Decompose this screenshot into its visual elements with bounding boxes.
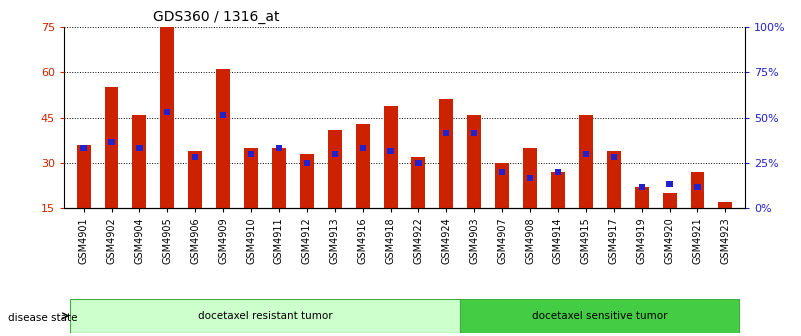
Bar [332,151,338,157]
Bar [638,184,645,190]
Bar [108,139,115,145]
Bar [412,157,425,254]
Bar [276,145,282,151]
Bar [80,145,87,151]
Bar [77,145,91,254]
Bar [555,169,562,175]
Bar [132,115,147,254]
Bar [443,130,449,136]
Bar [527,175,533,181]
Bar [328,130,342,254]
Bar [523,148,537,254]
Bar [440,99,453,254]
FancyBboxPatch shape [461,299,739,333]
Bar [415,160,421,166]
Text: docetaxel sensitive tumor: docetaxel sensitive tumor [532,311,667,321]
Text: disease state: disease state [8,312,78,323]
Bar [634,187,649,254]
Bar [220,112,226,118]
Bar [607,151,621,254]
Bar [216,69,230,254]
Bar [164,109,171,115]
Bar [583,151,589,157]
Bar [384,106,397,254]
Bar [718,202,732,254]
Bar [300,154,314,254]
Bar [248,151,254,157]
Bar [160,27,175,254]
Bar [495,163,509,254]
Bar [192,154,199,160]
Bar [694,184,701,190]
Bar [610,154,617,160]
Bar [666,181,673,187]
Bar [499,169,505,175]
Bar [723,208,729,214]
Text: GDS360 / 1316_at: GDS360 / 1316_at [153,10,279,25]
Text: docetaxel resistant tumor: docetaxel resistant tumor [198,311,332,321]
Bar [579,115,593,254]
Bar [690,172,704,254]
Bar [388,148,394,154]
Bar [467,115,481,254]
Bar [105,87,119,254]
Bar [304,160,310,166]
Bar [356,124,369,254]
FancyBboxPatch shape [70,299,461,333]
Bar [244,148,258,254]
Bar [551,172,565,254]
Bar [360,145,366,151]
Bar [662,193,677,254]
Bar [136,145,143,151]
Bar [471,130,477,136]
Bar [188,151,202,254]
Bar [272,148,286,254]
